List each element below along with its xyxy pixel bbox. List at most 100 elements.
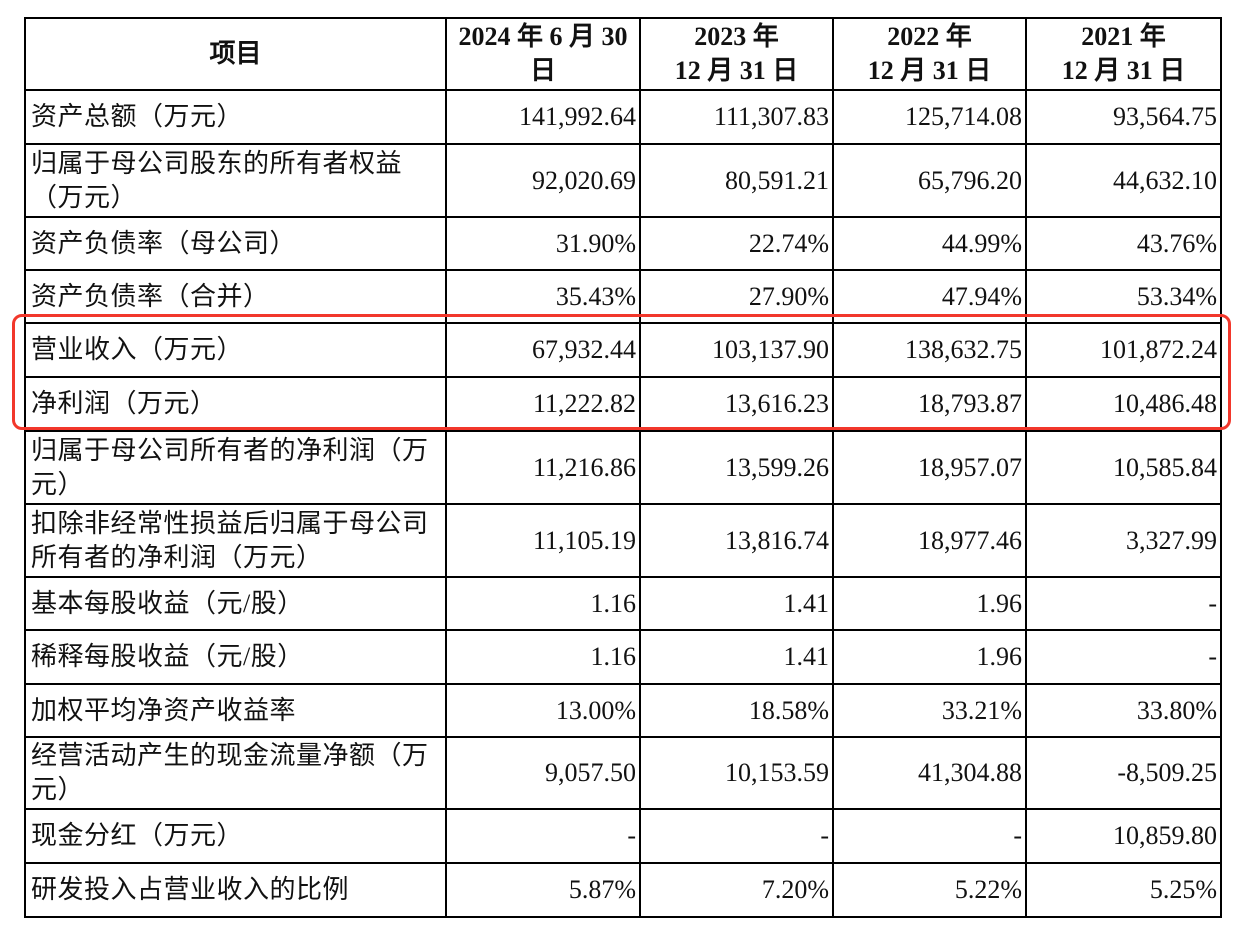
table-row: 资产负债率（母公司） 31.90% 22.74% 44.99% 43.76%	[24, 216, 1222, 271]
row-value: 47.94%	[832, 269, 1027, 324]
row-value: 138,632.75	[832, 322, 1027, 378]
header-2024-06-30: 2024 年 6 月 30 日	[445, 17, 641, 91]
row-value: 13,816.74	[639, 503, 834, 578]
row-value: 10,153.59	[639, 736, 834, 810]
row-value: 65,796.20	[832, 143, 1027, 218]
row-value: 13,616.23	[639, 376, 834, 432]
row-value: 10,859.80	[1025, 808, 1222, 864]
row-value: -8,509.25	[1025, 736, 1222, 810]
table-row: 基本每股收益（元/股） 1.16 1.41 1.96-	[24, 576, 1222, 631]
row-label: 归属于母公司所有者的净利润（万元）	[24, 430, 447, 505]
row-value: -	[639, 808, 834, 864]
row-value: 1.96	[832, 629, 1027, 685]
row-value: 41,304.88	[832, 736, 1027, 810]
row-value: 1.96	[832, 576, 1027, 631]
row-value: 9,057.50	[445, 736, 641, 810]
row-value: 101,872.24	[1025, 322, 1222, 378]
header-line-2: 12 月 31 日	[674, 56, 799, 85]
table-row: 现金分红（万元） - - -10,859.80	[24, 808, 1222, 864]
row-value: 1.16	[445, 576, 641, 631]
header-row: 项目 2024 年 6 月 30 日 2023 年 12 月 31 日 2022 年…	[24, 17, 1222, 91]
row-label: 稀释每股收益（元/股）	[24, 629, 447, 685]
row-value: 53.34%	[1025, 269, 1222, 324]
row-value: 5.22%	[832, 862, 1027, 918]
header-line-2: 12 月 31 日	[1061, 56, 1186, 85]
row-value: 18,957.07	[832, 430, 1027, 505]
table-row: 归属于母公司股东的所有者权益（万元） 92,020.69 80,591.21 65,7…	[24, 143, 1222, 218]
row-value: 80,591.21	[639, 143, 834, 218]
table-row: 净利润（万元） 11,222.82 13,616.23 18,793.87 10,486…	[24, 376, 1222, 432]
row-value: 18,793.87	[832, 376, 1027, 432]
row-label: 研发投入占营业收入的比例	[24, 862, 447, 918]
row-label: 经营活动产生的现金流量净额（万元）	[24, 736, 447, 810]
row-label: 归属于母公司股东的所有者权益（万元）	[24, 143, 447, 218]
row-value: 5.87%	[445, 862, 641, 918]
row-value: -	[1025, 629, 1222, 685]
row-value: 1.16	[445, 629, 641, 685]
header-2023-12-31: 2023 年 12 月 31 日	[639, 17, 834, 91]
row-value: 43.76%	[1025, 216, 1222, 271]
table-row: 经营活动产生的现金流量净额（万元） 9,057.50 10,153.59 41,304…	[24, 736, 1222, 810]
row-value: 1.41	[639, 576, 834, 631]
row-value: 125,714.08	[832, 89, 1027, 145]
row-value: 13,599.26	[639, 430, 834, 505]
header-line-1: 2022 年	[887, 22, 972, 51]
header-2022-12-31: 2022 年 12 月 31 日	[832, 17, 1027, 91]
row-label: 资产负债率（母公司）	[24, 216, 447, 271]
row-value: -	[445, 808, 641, 864]
row-label: 现金分红（万元）	[24, 808, 447, 864]
row-value: 93,564.75	[1025, 89, 1222, 145]
header-line-1: 2021 年	[1081, 22, 1166, 51]
row-value: 11,222.82	[445, 376, 641, 432]
row-value: 44.99%	[832, 216, 1027, 271]
row-value: 3,327.99	[1025, 503, 1222, 578]
row-value: 7.20%	[639, 862, 834, 918]
row-label: 净利润（万元）	[24, 376, 447, 432]
row-label: 资产总额（万元）	[24, 89, 447, 145]
row-value: 11,105.19	[445, 503, 641, 578]
row-value: 33.80%	[1025, 683, 1222, 738]
row-value: 10,585.84	[1025, 430, 1222, 505]
row-value: 18,977.46	[832, 503, 1027, 578]
row-label: 营业收入（万元）	[24, 322, 447, 378]
row-value: 141,992.64	[445, 89, 641, 145]
table-row: 研发投入占营业收入的比例 5.87% 7.20% 5.22% 5.25%	[24, 862, 1222, 918]
row-label: 加权平均净资产收益率	[24, 683, 447, 738]
row-value: 5.25%	[1025, 862, 1222, 918]
row-label: 基本每股收益（元/股）	[24, 576, 447, 631]
row-value: 111,307.83	[639, 89, 834, 145]
table-row: 归属于母公司所有者的净利润（万元） 11,216.86 13,599.26 18,95…	[24, 430, 1222, 505]
row-value: 92,020.69	[445, 143, 641, 218]
header-item: 项目	[24, 17, 447, 91]
header-line-1: 2024 年 6 月 30	[458, 22, 628, 51]
table-row: 扣除非经常性损益后归属于母公司所有者的净利润（万元） 11,105.19 13,81…	[24, 503, 1222, 578]
row-value: 35.43%	[445, 269, 641, 324]
row-value: -	[1025, 576, 1222, 631]
table-row: 营业收入（万元） 67,932.44 103,137.90 138,632.75 101…	[24, 322, 1222, 378]
row-value: 18.58%	[639, 683, 834, 738]
header-item-text: 项目	[209, 39, 262, 68]
table-row: 加权平均净资产收益率 13.00% 18.58% 33.21% 33.80%	[24, 683, 1222, 738]
header-line-2: 12 月 31 日	[867, 56, 992, 85]
table-row: 稀释每股收益（元/股） 1.16 1.41 1.96-	[24, 629, 1222, 685]
row-value: 67,932.44	[445, 322, 641, 378]
header-2021-12-31: 2021 年 12 月 31 日	[1025, 17, 1222, 91]
row-value: -	[832, 808, 1027, 864]
row-value: 44,632.10	[1025, 143, 1222, 218]
row-value: 33.21%	[832, 683, 1027, 738]
table-row: 资产负债率（合并） 35.43% 27.90% 47.94% 53.34%	[24, 269, 1222, 324]
row-value: 31.90%	[445, 216, 641, 271]
header-line-1: 2023 年	[694, 22, 779, 51]
row-value: 11,216.86	[445, 430, 641, 505]
table-row: 资产总额（万元） 141,992.64 111,307.83 125,714.08 93…	[24, 89, 1222, 145]
row-value: 27.90%	[639, 269, 834, 324]
header-line-2: 日	[529, 56, 556, 85]
row-label: 扣除非经常性损益后归属于母公司所有者的净利润（万元）	[24, 503, 447, 578]
row-value: 103,137.90	[639, 322, 834, 378]
row-label: 资产负债率（合并）	[24, 269, 447, 324]
row-value: 1.41	[639, 629, 834, 685]
row-value: 13.00%	[445, 683, 641, 738]
row-value: 22.74%	[639, 216, 834, 271]
row-value: 10,486.48	[1025, 376, 1222, 432]
financial-summary-table: 项目 2024 年 6 月 30 日 2023 年 12 月 31 日 2022 年…	[24, 17, 1222, 918]
